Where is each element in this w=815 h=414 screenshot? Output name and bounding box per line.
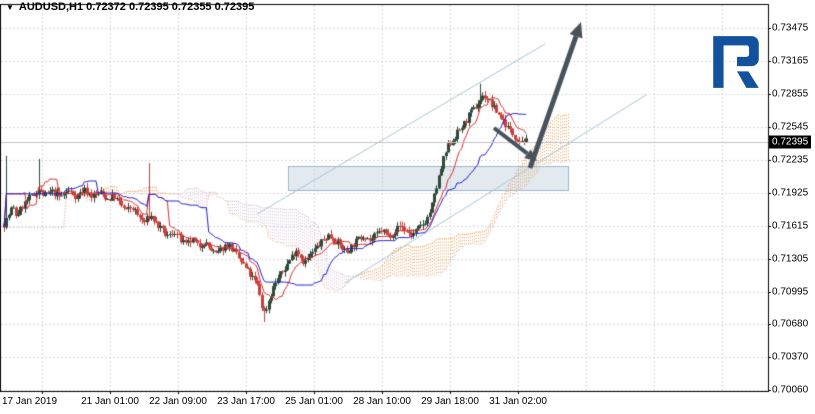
symbol-dropdown-marker[interactable]: ▼: [6, 2, 14, 12]
price-axis-label: 0.73165: [772, 55, 809, 67]
time-axis-label: 23 Jan 17:00: [217, 396, 275, 407]
price-axis-label: 0.70060: [772, 384, 809, 396]
price-axis-label: 0.71925: [772, 187, 809, 199]
price-axis-label: 0.70680: [772, 318, 809, 330]
time-axis-label: 21 Jan 01:00: [81, 396, 139, 407]
price-axis-label: 0.73475: [772, 22, 809, 34]
time-axis-label: 29 Jan 18:00: [421, 396, 479, 407]
price-axis-label: 0.72545: [772, 121, 809, 133]
symbol-ohlc-text: AUDUSD,H1 0.72372 0.72395 0.72355 0.7239…: [18, 1, 255, 13]
roboforex-logo: [713, 36, 759, 88]
time-axis-label: 28 Jan 10:00: [353, 396, 411, 407]
price-axis-label: 0.70995: [772, 286, 809, 298]
time-axis-label: 22 Jan 09:00: [149, 396, 207, 407]
price-axis-label: 0.71305: [772, 253, 809, 265]
current-price-badge: 0.72395: [769, 135, 812, 149]
time-axis-label: 17 Jan 2019: [2, 396, 58, 407]
price-axis-label: 0.72855: [772, 88, 809, 100]
time-axis-label: 25 Jan 01:00: [285, 396, 343, 407]
price-axis-label: 0.71615: [772, 220, 809, 232]
price-axis-label: 0.70370: [772, 351, 809, 363]
chart-title: ▼ AUDUSD,H1 0.72372 0.72395 0.72355 0.72…: [6, 1, 254, 13]
time-axis-label: 31 Jan 02:00: [489, 396, 547, 407]
price-axis-label: 0.72235: [772, 154, 809, 166]
